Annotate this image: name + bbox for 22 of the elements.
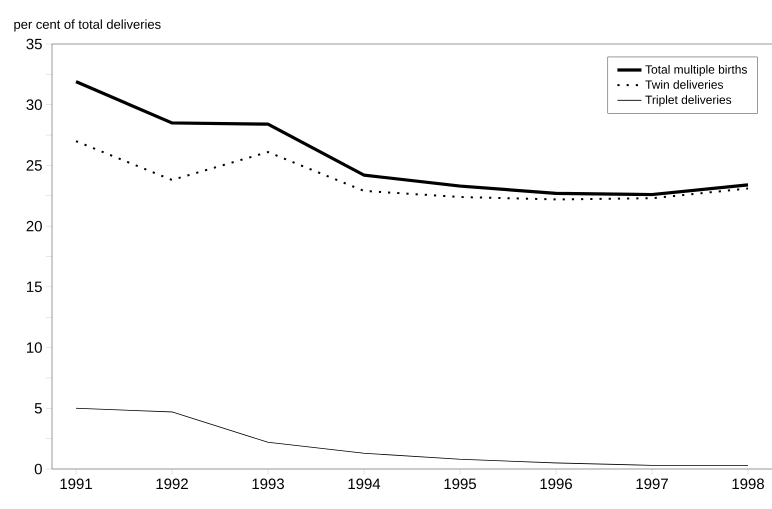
y-tick-label: 5 <box>34 403 42 414</box>
x-tick-label: 1997 <box>636 478 668 490</box>
y-tick-label: 30 <box>26 99 42 110</box>
x-tick-label: 1992 <box>156 478 188 490</box>
legend-label: Total multiple births <box>645 64 747 76</box>
y-tick-label: 25 <box>26 160 42 171</box>
x-tick-label: 1996 <box>540 478 572 490</box>
x-tick-label: 1991 <box>60 478 92 490</box>
y-tick-label: 15 <box>27 282 42 292</box>
line-series <box>74 80 750 196</box>
legend-label: Triplet deliveries <box>645 95 732 106</box>
y-tick-label: 20 <box>26 220 42 232</box>
x-tick-label: 1998 <box>732 478 764 490</box>
x-tick-label: 1994 <box>348 478 380 490</box>
y-tick-label: 0 <box>34 464 42 474</box>
y-tick-label: 10 <box>27 342 42 353</box>
x-tick-label: 1993 <box>252 478 284 490</box>
line-series <box>76 408 748 466</box>
legend-label: Twin deliveries <box>645 80 724 89</box>
x-tick-label: 1995 <box>444 478 476 490</box>
y-tick-label: 35 <box>26 38 42 50</box>
y-axis-title: per cent of total deliveries <box>14 19 161 32</box>
